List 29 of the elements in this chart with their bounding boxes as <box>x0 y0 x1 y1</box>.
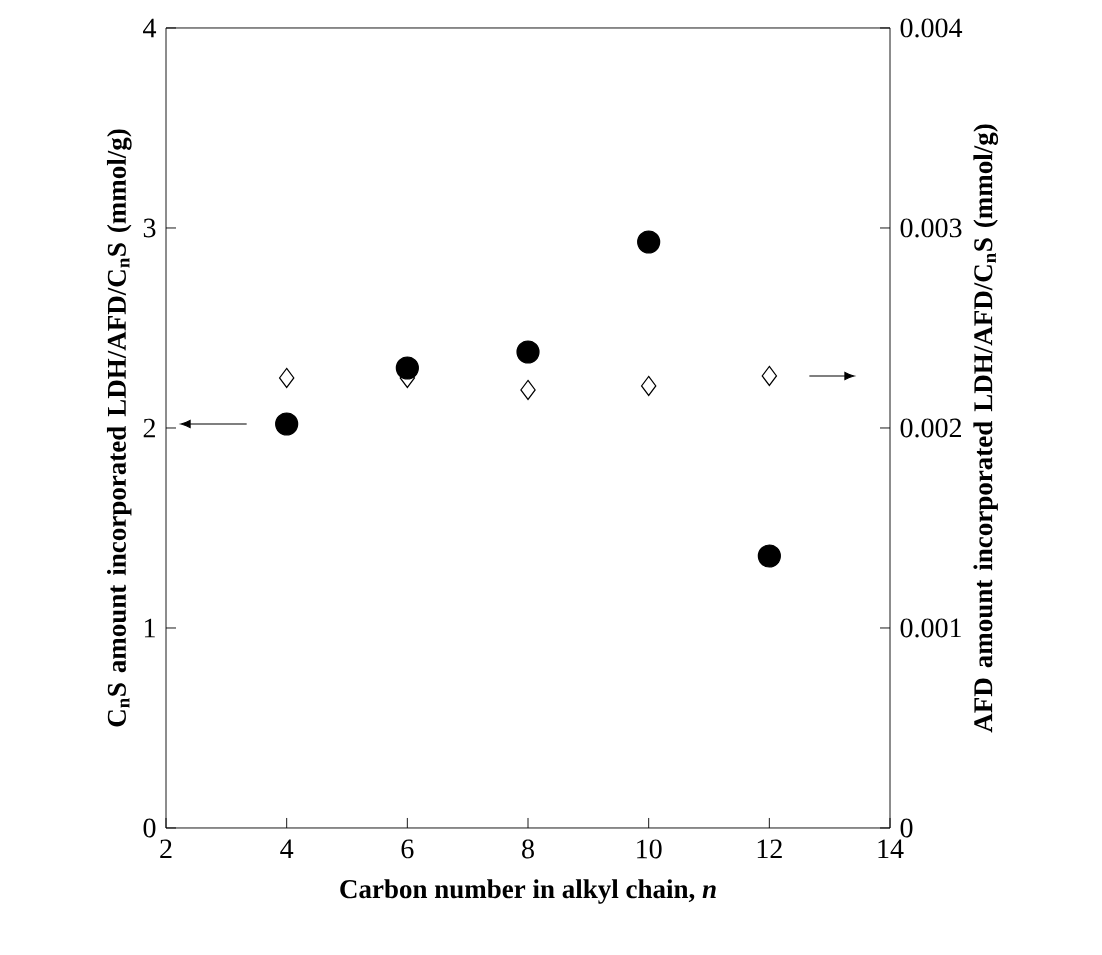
point <box>275 412 299 436</box>
point <box>757 544 781 568</box>
point <box>761 365 778 387</box>
y-tick-label: 4 <box>143 18 157 38</box>
y-tick-label: 0 <box>143 818 156 838</box>
point <box>520 379 536 401</box>
point <box>278 367 295 389</box>
y-tick-label: 3 <box>143 218 156 238</box>
x-tick-label: 8 <box>522 839 534 859</box>
y-tick-label: 2 <box>143 418 155 438</box>
y2-tick-label: 0.002 <box>900 418 961 438</box>
x-tick-label: 4 <box>280 839 294 858</box>
y2-tick-label: 0 <box>900 818 913 838</box>
y2-tick-label: 0.003 <box>900 218 962 238</box>
y2-tick-label: 0.001 <box>900 618 961 638</box>
point <box>516 340 540 364</box>
x-tick-label: 10 <box>637 839 662 859</box>
y-tick-label: 1 <box>144 618 155 638</box>
point <box>637 230 661 254</box>
x-tick-label: 14 <box>878 839 904 858</box>
x-axis-title: Carbon number in alkyl chain, n <box>340 879 716 904</box>
y-axis-title: C$_{n}$S amount incorporated LDH/AFD/C$_{n}$S (mmol/g) <box>106 129 132 727</box>
point <box>395 356 419 380</box>
x-tick-label: 2 <box>160 839 172 859</box>
x-tick-label: 12 <box>757 839 782 859</box>
x-tick-label: 6 <box>401 839 414 859</box>
y2-tick-label: 0.004 <box>900 18 963 38</box>
y2-axis-title: AFD amount incorporated LDH/AFD/C$_{n}$S (mmol/g) <box>973 124 999 733</box>
point <box>640 375 657 397</box>
